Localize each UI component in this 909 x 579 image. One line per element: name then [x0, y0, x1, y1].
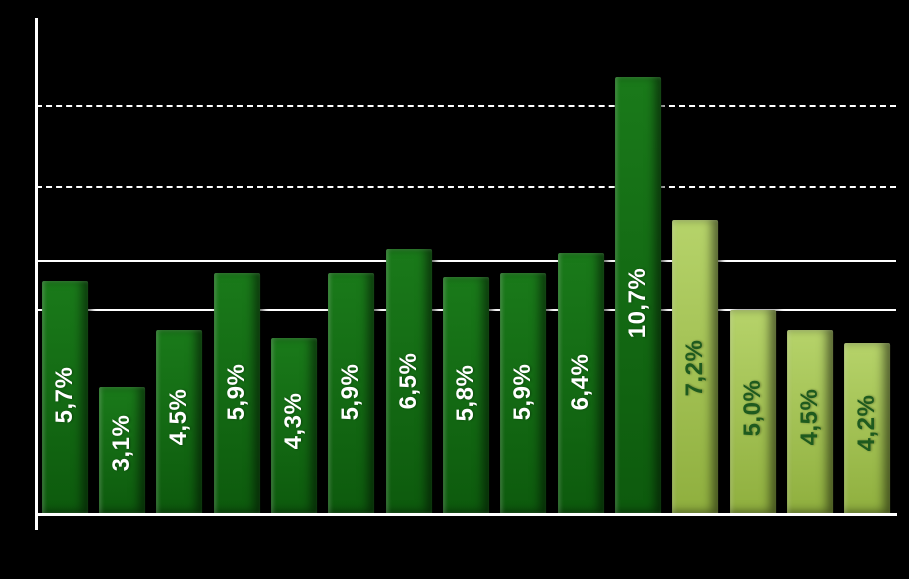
bar-slot: 10,7%: [609, 24, 666, 514]
bar-slot: 5,9%: [208, 24, 265, 514]
bar-slot: 4,5%: [151, 24, 208, 514]
bar-value-label: 4,3%: [280, 393, 308, 450]
bar-value-label: 5,8%: [452, 365, 480, 422]
bar-slot: 3,1%: [93, 24, 150, 514]
bar-slot: 4,2%: [839, 24, 896, 514]
bar-value-label: 4,5%: [165, 389, 193, 446]
bar-slot: 7,2%: [667, 24, 724, 514]
bar-value-label: 5,7%: [51, 367, 79, 424]
bar-value-label: 4,5%: [796, 389, 824, 446]
bar-value-label: 5,0%: [739, 380, 767, 437]
bar-slot: 5,9%: [495, 24, 552, 514]
y-axis-line: [35, 18, 38, 530]
bar-slot: 5,8%: [437, 24, 494, 514]
bar-chart: 5,7% 3,1% 4,5% 5,9% 4,3% 5,9% 6,5% 5,8% 5,9% 6,4%…: [0, 0, 909, 579]
bar-slot: 4,5%: [781, 24, 838, 514]
bar-value-label: 5,9%: [337, 363, 365, 420]
bar-value-label: 6,5%: [395, 352, 423, 409]
x-axis-line: [35, 513, 897, 516]
plot-area: 5,7% 3,1% 4,5% 5,9% 4,3% 5,9% 6,5% 5,8% 5,9% 6,4%…: [36, 24, 896, 514]
bar-slot: 6,5%: [380, 24, 437, 514]
bar-value-label: 5,9%: [223, 363, 251, 420]
bar-value-label: 10,7%: [624, 268, 652, 339]
bar-value-label: 6,4%: [567, 354, 595, 411]
bar-value-label: 4,2%: [853, 394, 881, 451]
bar-slot: 5,9%: [323, 24, 380, 514]
bar-value-label: 5,9%: [509, 363, 537, 420]
bar-slot: 4,3%: [265, 24, 322, 514]
bar-value-label: 3,1%: [108, 415, 136, 472]
bar-slot: 6,4%: [552, 24, 609, 514]
bar-slot: 5,7%: [36, 24, 93, 514]
bar-slot: 5,0%: [724, 24, 781, 514]
bar-value-label: 7,2%: [681, 339, 709, 396]
